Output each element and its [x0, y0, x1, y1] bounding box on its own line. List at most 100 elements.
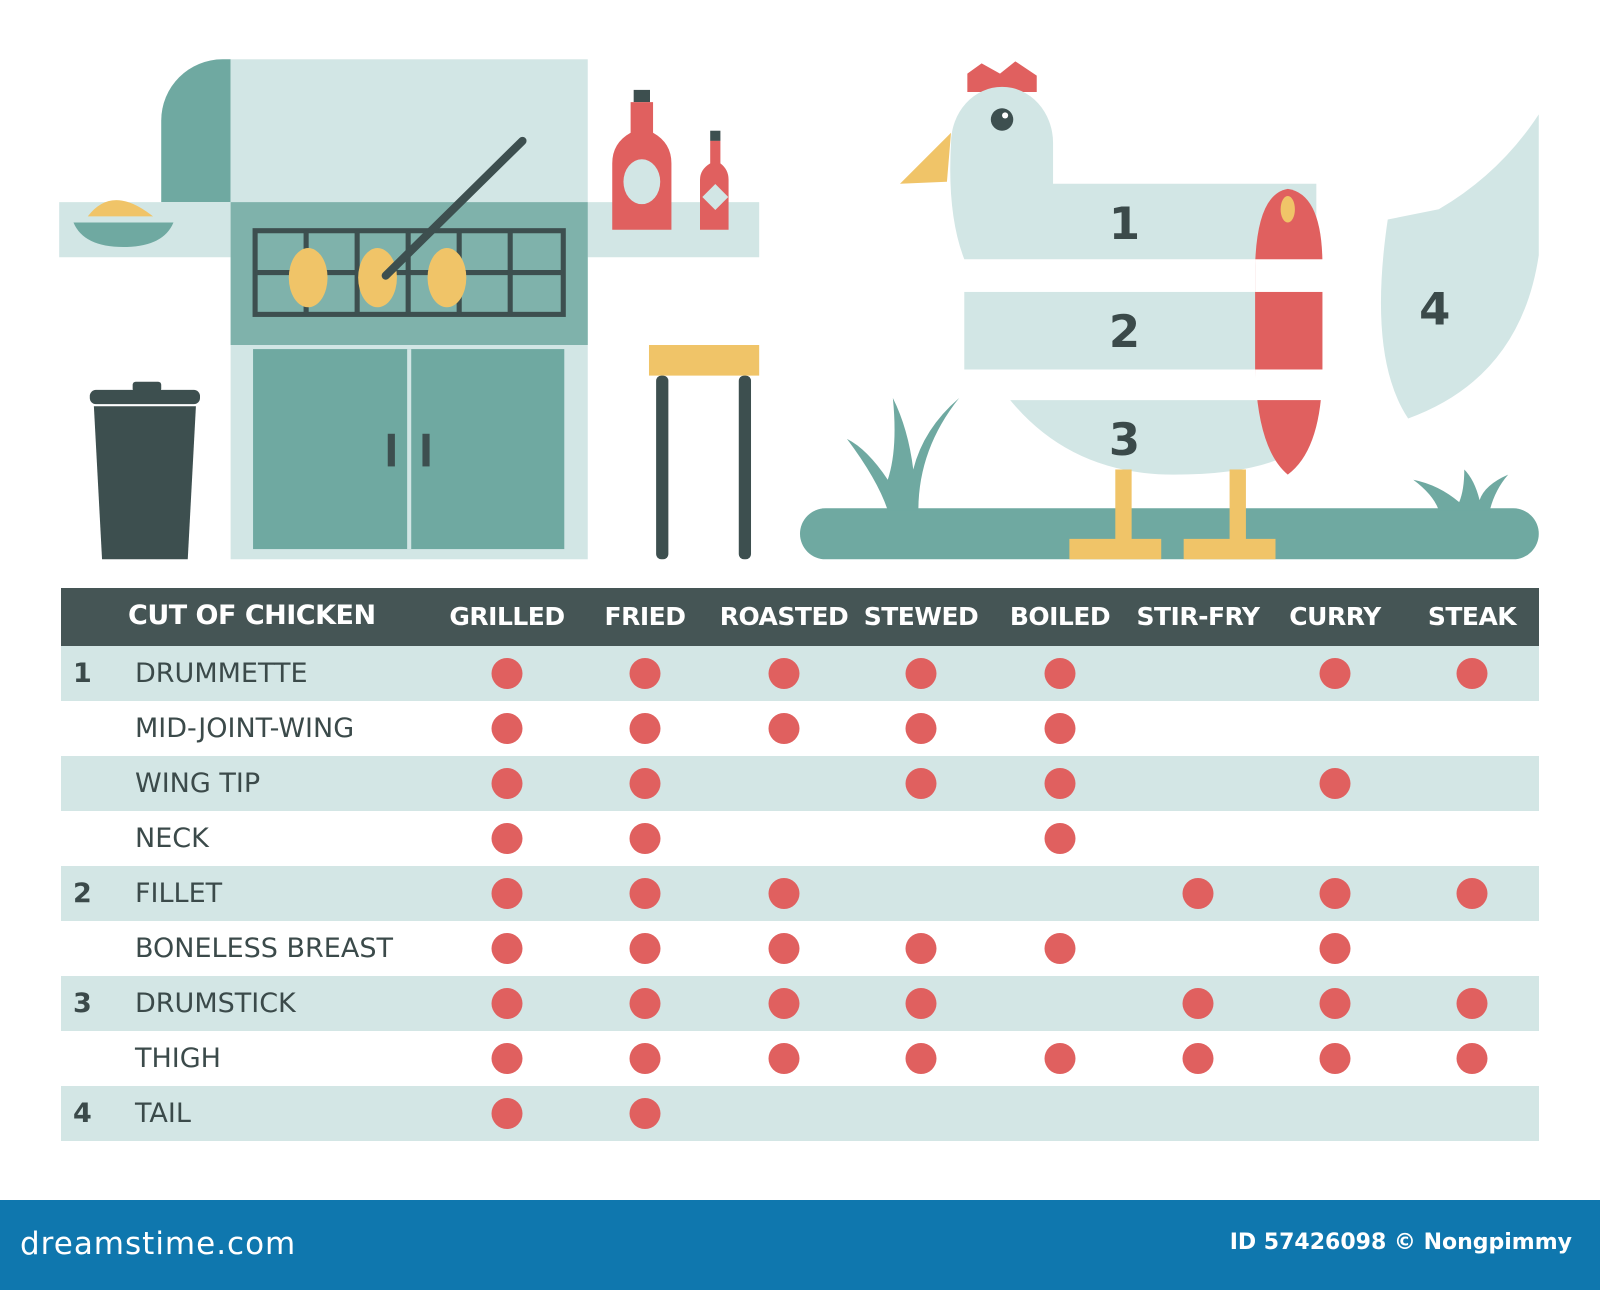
column-header-grilled: GRILLED: [449, 602, 565, 631]
cut-name: MID-JOINT-WING: [135, 713, 355, 744]
suitable-dot-stewed: [905, 933, 937, 964]
suitable-dot-fried: [629, 878, 661, 909]
cut-label-3: 3: [1109, 413, 1140, 466]
suitable-dot-curry: [1319, 658, 1351, 689]
suitable-dot-grilled: [491, 658, 523, 689]
suitable-dot-stir-fry: [1182, 1043, 1214, 1074]
suitable-dot-boiled: [1044, 823, 1076, 854]
suitable-dot-curry: [1319, 878, 1351, 909]
image-credit: ID 57426098 © Nongpimmy: [1229, 1230, 1572, 1255]
suitable-dot-stir-fry: [1182, 878, 1214, 909]
suitable-dot-roasted: [768, 713, 800, 744]
table-row: 3 DRUMSTICK: [61, 976, 1539, 1031]
cooking-method-table: CUT OF CHICKEN GRILLED FRIED ROASTED STEWED…: [61, 588, 1539, 1141]
suitable-dot-fried: [629, 1098, 661, 1129]
column-header-boiled: BOILED: [1009, 602, 1111, 631]
column-header-steak: STEAK: [1427, 602, 1517, 631]
cut-name: TAIL: [135, 1098, 191, 1129]
suitable-dot-stewed: [905, 768, 937, 799]
column-header-fried: FRIED: [604, 602, 686, 631]
cut-number: 4: [73, 1098, 92, 1129]
suitable-dot-stewed: [905, 1043, 937, 1074]
suitable-dot-grilled: [491, 878, 523, 909]
suitable-dot-roasted: [768, 988, 800, 1019]
suitable-dot-roasted: [768, 933, 800, 964]
cut-label-2: 2: [1109, 305, 1140, 358]
stool: [648, 345, 760, 560]
cut-number: 3: [73, 988, 92, 1019]
suitable-dot-curry: [1319, 988, 1351, 1019]
table-row: 1 DRUMMETTE: [61, 646, 1539, 701]
cut-label-4: 4: [1419, 283, 1450, 336]
cut-name: BONELESS BREAST: [135, 933, 393, 964]
suitable-dot-grilled: [491, 1098, 523, 1129]
suitable-dot-grilled: [491, 713, 523, 744]
sauce-bottles: [612, 89, 729, 230]
table-row: THIGH: [61, 1031, 1539, 1086]
suitable-dot-boiled: [1044, 658, 1076, 689]
suitable-dot-stewed: [905, 713, 937, 744]
suitable-dot-steak: [1456, 878, 1488, 909]
suitable-dot-fried: [629, 988, 661, 1019]
suitable-dot-fried: [629, 713, 661, 744]
trash-can: [89, 381, 200, 560]
suitable-dot-steak: [1456, 1043, 1488, 1074]
suitable-dot-grilled: [491, 988, 523, 1019]
grass: [1413, 469, 1509, 511]
suitable-dot-curry: [1319, 768, 1351, 799]
suitable-dot-grilled: [491, 768, 523, 799]
grill: [59, 59, 760, 560]
cut-name: WING TIP: [135, 768, 261, 799]
suitable-dot-roasted: [768, 878, 800, 909]
header-cut: CUT OF CHICKEN: [128, 600, 376, 631]
suitable-dot-fried: [629, 1043, 661, 1074]
suitable-dot-grilled: [491, 933, 523, 964]
suitable-dot-grilled: [491, 1043, 523, 1074]
table-header: CUT OF CHICKEN GRILLED FRIED ROASTED STEWED…: [61, 588, 1539, 646]
chicken-diagram: 1 2 3 4: [900, 61, 1539, 560]
column-header-stir-fry: STIR-FRY: [1136, 602, 1260, 631]
suitable-dot-stewed: [905, 658, 937, 689]
cut-name: NECK: [135, 823, 209, 854]
column-header-roasted: ROASTED: [719, 602, 849, 631]
table-row: 4 TAIL: [61, 1086, 1539, 1141]
tail: [1380, 114, 1539, 419]
suitable-dot-fried: [629, 768, 661, 799]
suitable-dot-boiled: [1044, 713, 1076, 744]
suitable-dot-roasted: [768, 1043, 800, 1074]
suitable-dot-boiled: [1044, 933, 1076, 964]
food-plate: [73, 200, 174, 248]
ground: [800, 508, 1539, 560]
suitable-dot-curry: [1319, 1043, 1351, 1074]
suitable-dot-grilled: [491, 823, 523, 854]
suitable-dot-fried: [629, 823, 661, 854]
table-row: MID-JOINT-WING: [61, 701, 1539, 756]
suitable-dot-boiled: [1044, 1043, 1076, 1074]
cut-name: DRUMMETTE: [135, 658, 308, 689]
tongs: [381, 136, 527, 280]
footer-bar: dreamstime.com ID 57426098 © Nongpimmy: [0, 1200, 1600, 1290]
table-row: WING TIP: [61, 756, 1539, 811]
cut-name: THIGH: [135, 1043, 221, 1074]
suitable-dot-stewed: [905, 988, 937, 1019]
suitable-dot-roasted: [768, 658, 800, 689]
suitable-dot-steak: [1456, 988, 1488, 1019]
grass: [846, 398, 960, 511]
table-row: BONELESS BREAST: [61, 921, 1539, 976]
cut-label-1: 1: [1109, 197, 1140, 250]
suitable-dot-fried: [629, 658, 661, 689]
suitable-dot-boiled: [1044, 768, 1076, 799]
column-header-stewed: STEWED: [863, 602, 979, 631]
suitable-dot-stir-fry: [1182, 988, 1214, 1019]
suitable-dot-steak: [1456, 658, 1488, 689]
table-row: 2 FILLET: [61, 866, 1539, 921]
cut-number: 1: [73, 658, 92, 689]
cut-name: DRUMSTICK: [135, 988, 296, 1019]
dreamstime-logo[interactable]: dreamstime.com: [20, 1226, 297, 1262]
table-row: NECK: [61, 811, 1539, 866]
cut-number: 2: [73, 878, 92, 909]
suitable-dot-fried: [629, 933, 661, 964]
cut-name: FILLET: [135, 878, 223, 909]
suitable-dot-curry: [1319, 933, 1351, 964]
